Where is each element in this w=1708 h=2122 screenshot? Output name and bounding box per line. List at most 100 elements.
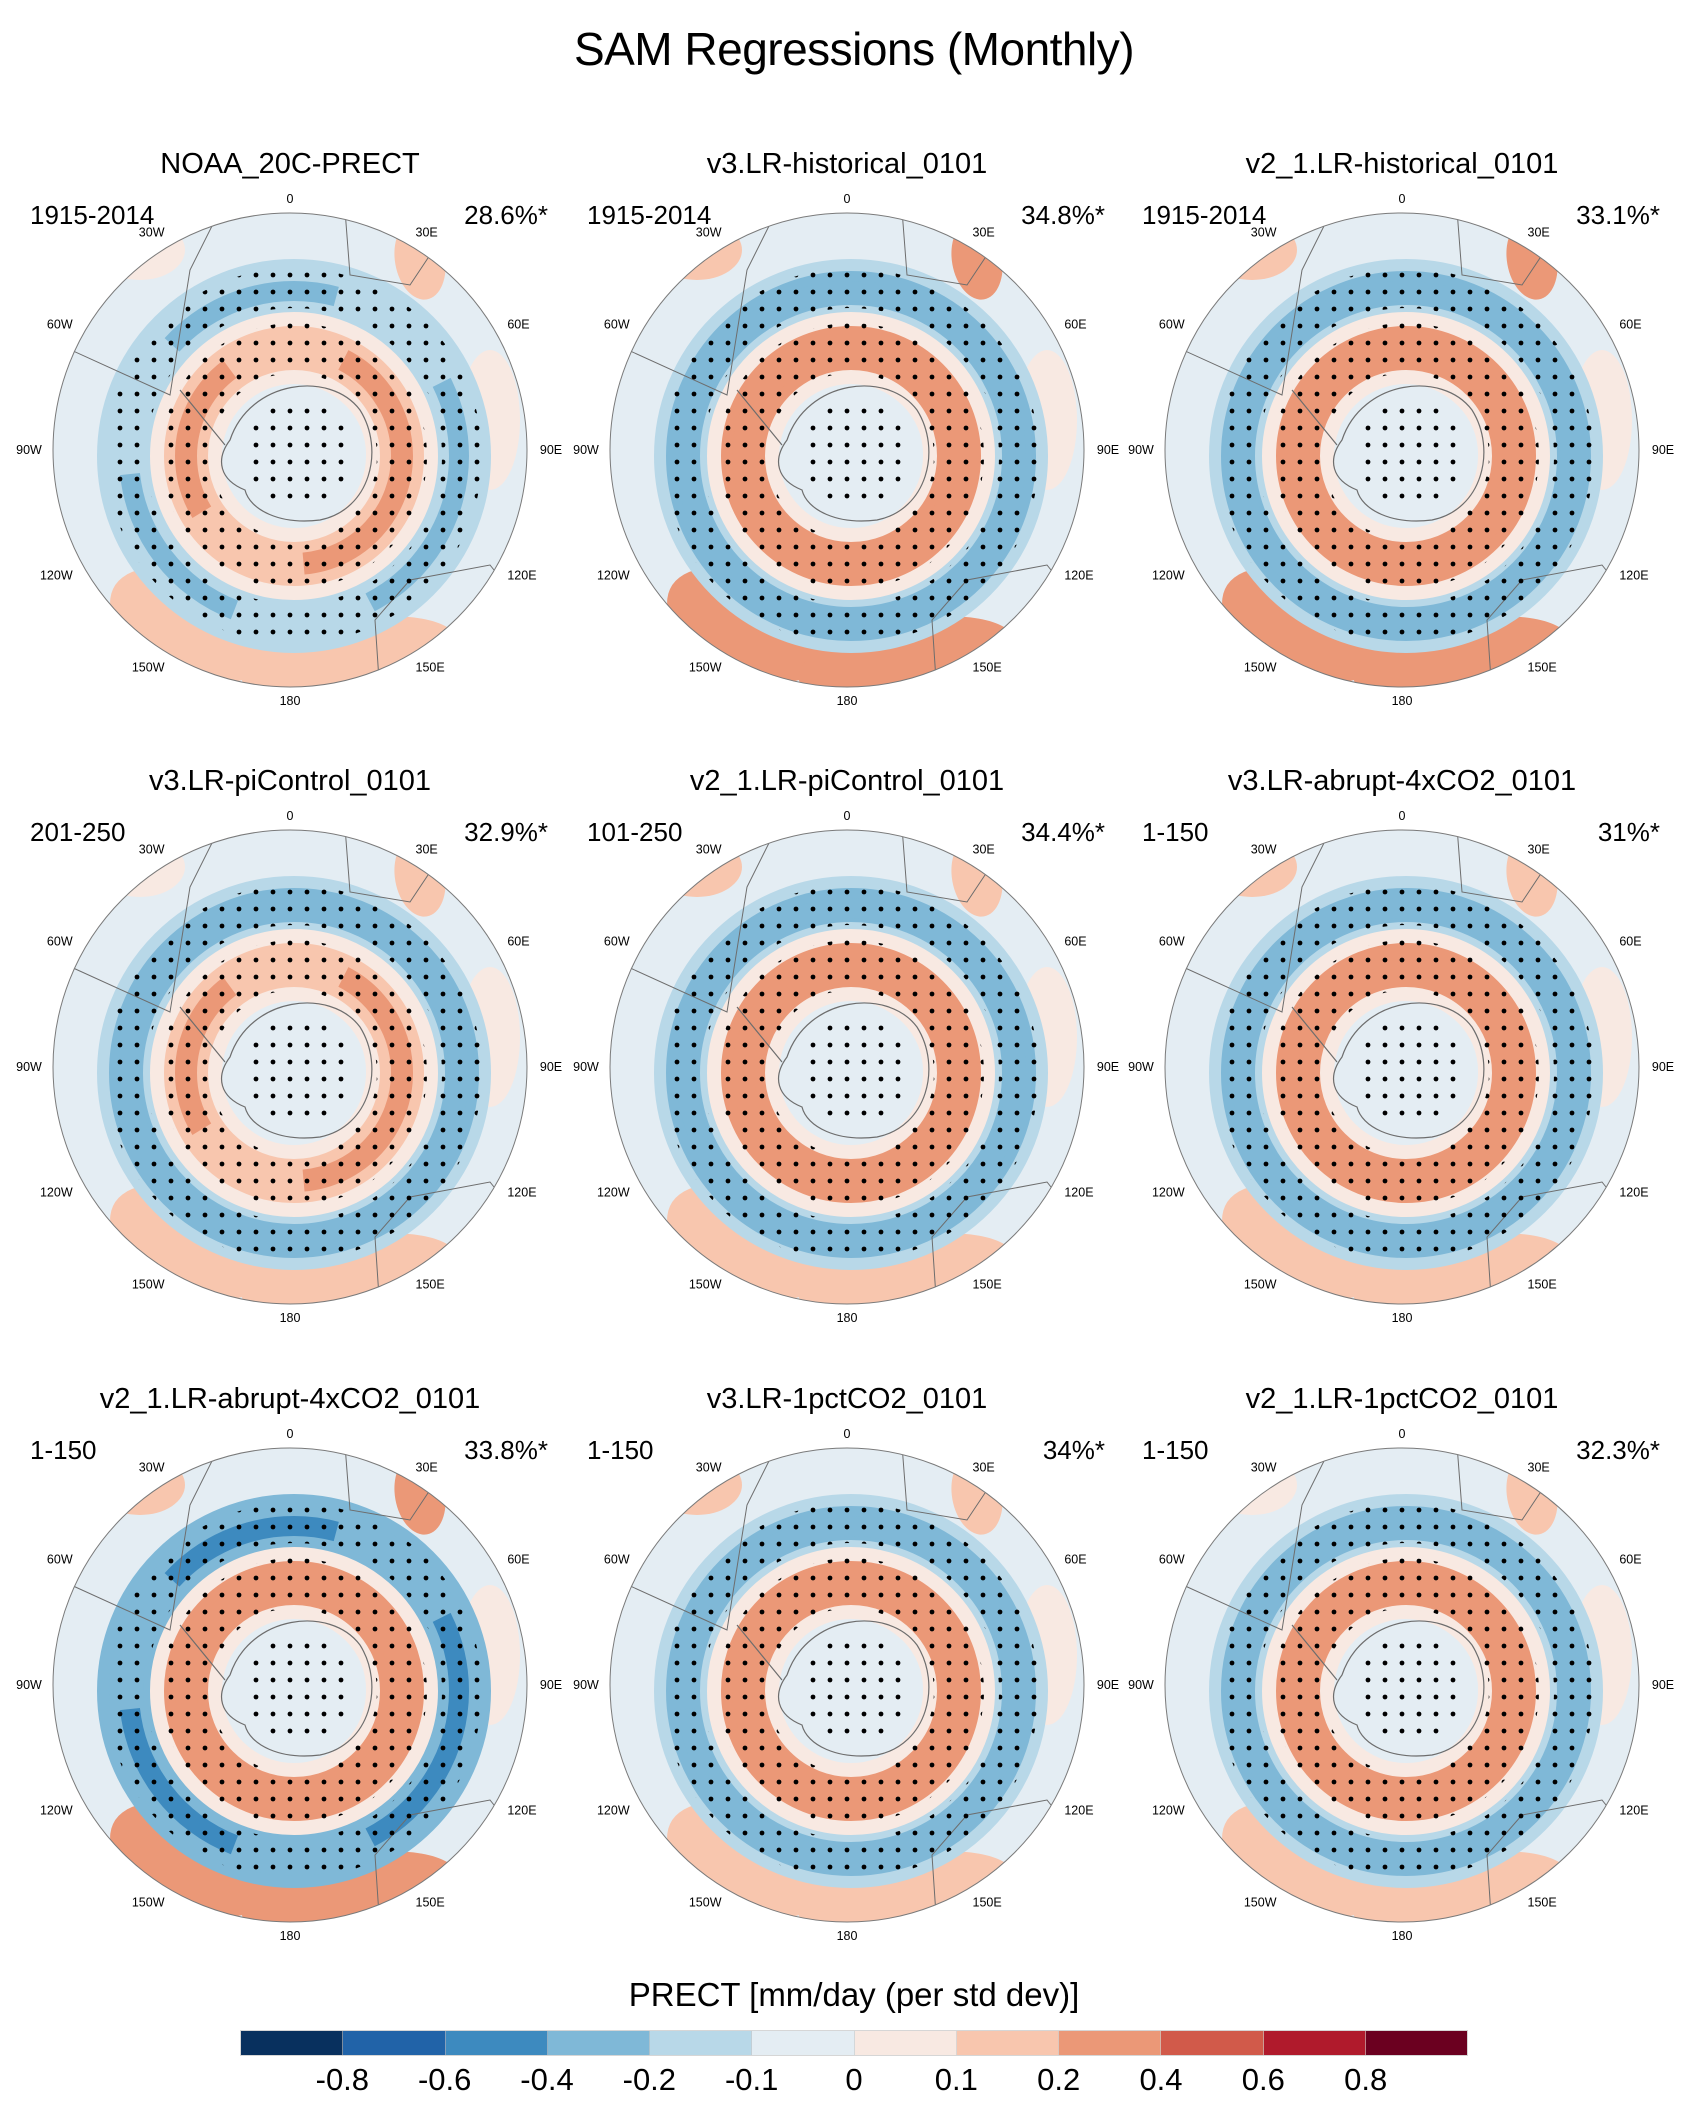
- longitude-label: 60W: [604, 1553, 630, 1567]
- stippling-midlatitude: [1218, 268, 1594, 644]
- longitude-label: 60E: [507, 935, 529, 949]
- stippling-midlatitude: [1218, 1503, 1594, 1879]
- stippling-polar-cap: [243, 1634, 353, 1744]
- longitude-label: 90E: [1652, 1678, 1674, 1692]
- longitude-label: 30E: [1528, 226, 1550, 240]
- africa-coastline: [344, 213, 441, 286]
- panel-variance-explained: 32.3%*: [1576, 1435, 1660, 1465]
- longitude-label: 90E: [1097, 1678, 1119, 1692]
- stippling-polar-cap: [1355, 1016, 1465, 1126]
- longitude-label: 150E: [973, 1895, 1002, 1909]
- stippling-high-latitude: [1273, 940, 1539, 1206]
- africa-coastline: [1456, 830, 1553, 903]
- longitude-label: 150W: [132, 1895, 165, 1909]
- stippling-polar-cap: [1355, 399, 1465, 509]
- map-boundary: [52, 212, 528, 688]
- longitude-label: 30E: [973, 1461, 995, 1475]
- africa-coastline: [901, 830, 998, 903]
- africa-coastline: [1456, 1448, 1553, 1521]
- longitude-label: 30W: [1251, 843, 1277, 857]
- panel-variance-explained: 34.4%*: [1021, 817, 1105, 847]
- panel-period: 1915-2014: [1142, 200, 1267, 230]
- longitude-label: 120E: [507, 1186, 536, 1200]
- map-panel: v3.LR-abrupt-4xCO2_0101 1-150 31%* 0 30E 60E 9…: [1122, 765, 1682, 1365]
- longitude-label: 0: [1399, 809, 1406, 823]
- panel-title: v3.LR-piControl_0101: [148, 765, 432, 797]
- panel-title: v3.LR-1pctCO2_0101: [706, 1383, 988, 1415]
- stippling-midlatitude: [1218, 885, 1594, 1261]
- longitude-label: 90E: [1097, 443, 1119, 457]
- stippling-high-latitude: [161, 1558, 427, 1824]
- stippling-midlatitude: [663, 1503, 1039, 1879]
- longitude-label: 30W: [1251, 226, 1277, 240]
- longitude-label: 150W: [689, 660, 722, 674]
- longitude-label: 150E: [1528, 1277, 1557, 1291]
- colorbar-bin: [956, 2031, 1059, 2055]
- longitude-label: 150W: [689, 1895, 722, 1909]
- longitude-label: 60W: [1159, 935, 1185, 949]
- longitude-label: 120W: [1152, 1186, 1185, 1200]
- longitude-label: 30W: [696, 1461, 722, 1475]
- colorbar-tick-label: -0.6: [417, 2062, 472, 2097]
- stippling-high-latitude: [718, 1558, 984, 1824]
- longitude-label: 180: [1392, 694, 1413, 708]
- stippling-polar-cap: [243, 399, 353, 509]
- longitude-label: 120E: [507, 1804, 536, 1818]
- longitude-label: 150E: [416, 1277, 445, 1291]
- stippling-polar-cap: [800, 1016, 910, 1126]
- panel-title: NOAA_20C-PRECT: [160, 148, 420, 180]
- longitude-label: 150W: [1244, 1277, 1277, 1291]
- longitude-label: 60E: [1064, 318, 1086, 332]
- longitude-label: 90W: [1128, 443, 1154, 457]
- longitude-label: 60W: [1159, 318, 1185, 332]
- map-boundary: [1164, 1447, 1640, 1923]
- colorbar-tick-label: 0.2: [1037, 2062, 1081, 2097]
- stippling-high-latitude: [161, 940, 427, 1206]
- stippling-polar-cap: [800, 399, 910, 509]
- panel-variance-explained: 33.1%*: [1576, 200, 1660, 230]
- longitude-label: 120E: [507, 569, 536, 583]
- map-panel: v2_1.LR-piControl_0101 101-250 34.4%* 0 30E 6…: [567, 765, 1127, 1365]
- longitude-label: 30W: [139, 1461, 165, 1475]
- longitude-label: 30W: [139, 843, 165, 857]
- africa-coastline: [344, 830, 441, 903]
- longitude-label: 60E: [507, 318, 529, 332]
- longitude-label: 0: [287, 192, 294, 206]
- longitude-label: 60W: [47, 1553, 73, 1567]
- longitude-label: 120W: [597, 1804, 630, 1818]
- polar-map: 0 30E 60E 90E 120E 150E 180 150W 120W 90W 60W 30W: [573, 809, 1119, 1325]
- longitude-label: 150W: [689, 1277, 722, 1291]
- map-boundary: [609, 829, 1085, 1305]
- longitude-label: 60E: [1619, 318, 1641, 332]
- map-boundary: [609, 212, 1085, 688]
- panel-period: 1915-2014: [587, 200, 712, 230]
- stippling-midlatitude: [663, 268, 1039, 644]
- colorbar-bin: [650, 2031, 753, 2055]
- colorbar-bin: [343, 2031, 446, 2055]
- colorbar-tick-label: -0.2: [622, 2062, 677, 2097]
- longitude-label: 0: [1399, 1427, 1406, 1441]
- map-panel: v2_1.LR-historical_0101 1915-2014 33.1%* 0 3…: [1122, 148, 1682, 748]
- stippling-high-latitude: [1273, 1558, 1539, 1824]
- longitude-label: 90E: [1652, 443, 1674, 457]
- polar-map: 0 30E 60E 90E 120E 150E 180 150W 120W 90W 60W 30W: [1128, 1427, 1674, 1943]
- longitude-label: 60W: [604, 935, 630, 949]
- longitude-label: 120E: [1619, 569, 1648, 583]
- africa-coastline: [901, 213, 998, 286]
- longitude-label: 150E: [1528, 1895, 1557, 1909]
- longitude-label: 60E: [1064, 1553, 1086, 1567]
- longitude-label: 60W: [604, 318, 630, 332]
- longitude-label: 120W: [597, 569, 630, 583]
- longitude-label: 120E: [1064, 569, 1093, 583]
- longitude-label: 180: [280, 1929, 301, 1943]
- longitude-label: 120E: [1064, 1186, 1093, 1200]
- map-panel: v3.LR-historical_0101 1915-2014 34.8%* 0 30E…: [567, 148, 1127, 748]
- longitude-label: 120W: [1152, 1804, 1185, 1818]
- longitude-label: 30E: [416, 1461, 438, 1475]
- longitude-label: 0: [844, 809, 851, 823]
- map-panel: NOAA_20C-PRECT 1915-2014 28.6%* 0 30E 60E 90E 1…: [10, 148, 570, 748]
- panel-title: v2_1.LR-1pctCO2_0101: [1245, 1383, 1559, 1415]
- longitude-label: 90W: [16, 443, 42, 457]
- polar-map: 0 30E 60E 90E 120E 150E 180 150W 120W 90W 60W 30W: [1128, 809, 1674, 1325]
- panel-variance-explained: 33.8%*: [464, 1435, 548, 1465]
